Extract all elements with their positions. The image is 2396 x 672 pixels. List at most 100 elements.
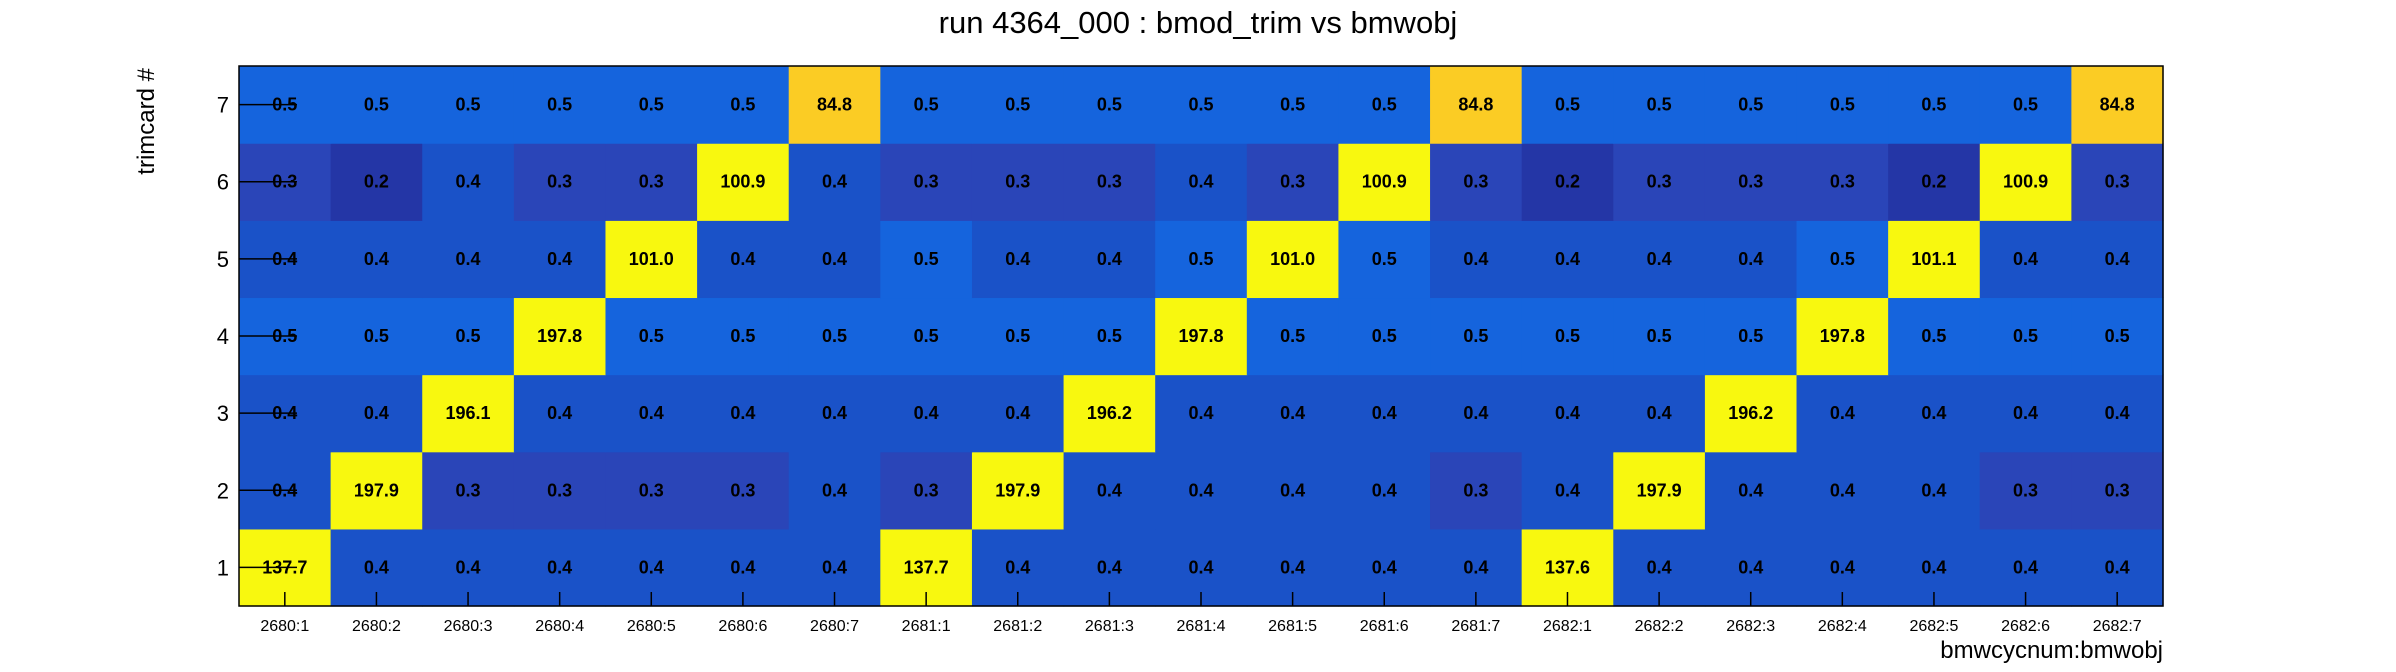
heatmap-cell: [880, 297, 973, 376]
cell-value-label: 0.5: [1097, 95, 1122, 115]
cell-value-label: 0.5: [2105, 326, 2130, 346]
heatmap-cell: [1430, 66, 1523, 144]
heatmap-cell: [1613, 143, 1706, 221]
x-tick-label: 2681:5: [1268, 618, 1317, 635]
heatmap-cell: [880, 143, 973, 221]
x-tick-label: 2682:6: [2001, 618, 2050, 635]
cell-value-label: 137.7: [904, 557, 949, 577]
cell-value-label: 0.4: [639, 403, 664, 423]
cell-value-label: 0.4: [1738, 557, 1763, 577]
heatmap-cell: [422, 451, 515, 530]
heatmap-cell: [1155, 451, 1248, 530]
y-tick-label: 7: [217, 93, 229, 118]
cell-value-label: 0.3: [639, 172, 664, 192]
heatmap-cell: [1521, 66, 1614, 144]
x-tick-label: 2681:6: [1360, 618, 1409, 635]
heatmap-cell: [1063, 66, 1156, 144]
x-tick-label: 2682:3: [1726, 618, 1775, 635]
heatmap-cell: [880, 451, 973, 530]
heatmap-cell: [1521, 374, 1614, 453]
heatmap-cell: [2071, 451, 2164, 530]
cell-value-label: 0.3: [1097, 172, 1122, 192]
cell-value-label: 0.2: [364, 172, 389, 192]
cell-value-label: 0.4: [822, 557, 847, 577]
cell-value-label: 0.4: [1280, 557, 1305, 577]
cell-value-label: 0.4: [1097, 249, 1122, 269]
heatmap-cell: [605, 220, 698, 299]
cell-value-label: 0.5: [914, 249, 939, 269]
heatmap-cell: [788, 297, 881, 376]
x-tick-label: 2680:1: [260, 618, 309, 635]
cell-value-label: 0.4: [1830, 480, 1855, 500]
x-tick-label: 2681:7: [1451, 618, 1500, 635]
cell-value-label: 0.5: [1555, 95, 1580, 115]
cell-value-label: 0.4: [2105, 403, 2130, 423]
cell-value-label: 197.8: [1178, 326, 1223, 346]
cell-value-label: 0.4: [1372, 403, 1397, 423]
cell-value-label: 0.4: [1647, 557, 1672, 577]
cell-value-label: 0.4: [1005, 403, 1030, 423]
cell-value-label: 0.5: [914, 95, 939, 115]
cell-value-label: 0.5: [1738, 95, 1763, 115]
heatmap-cell: [1155, 297, 1248, 376]
cell-value-label: 0.4: [822, 172, 847, 192]
cell-value-label: 0.5: [2013, 326, 2038, 346]
heatmap-cell: [1338, 374, 1431, 453]
cell-value-label: 0.5: [364, 326, 389, 346]
heatmap-cell: [1430, 451, 1523, 530]
cell-value-label: 0.4: [914, 403, 939, 423]
heatmap-cell: [1155, 220, 1248, 299]
cell-value-label: 0.4: [547, 557, 572, 577]
cell-value-label: 196.1: [446, 403, 491, 423]
cell-value-label: 0.4: [364, 249, 389, 269]
heatmap-cell: [1063, 451, 1156, 530]
cell-value-label: 0.5: [639, 95, 664, 115]
cell-value-label: 0.4: [364, 557, 389, 577]
cell-value-label: 137.6: [1545, 557, 1590, 577]
cell-value-label: 0.4: [1738, 480, 1763, 500]
cell-value-label: 197.9: [354, 480, 399, 500]
heatmap-cell: [1796, 451, 1889, 530]
cell-value-label: 0.4: [1188, 480, 1213, 500]
cell-value-label: 0.3: [2013, 480, 2038, 500]
heatmap-cell: [971, 220, 1065, 299]
cell-value-label: 0.5: [1280, 95, 1305, 115]
heatmap-cell: [1430, 220, 1523, 299]
cell-value-label: 0.5: [2013, 95, 2038, 115]
cell-value-label: 0.2: [1921, 172, 1946, 192]
cell-value-label: 0.4: [547, 249, 572, 269]
heatmap-cell: [1155, 66, 1248, 144]
heatmap-cell: [1796, 66, 1889, 144]
heatmap-cell: [1246, 297, 1340, 376]
y-tick-label: 1: [217, 555, 229, 580]
heatmap-cell: [605, 374, 698, 453]
cell-value-label: 100.9: [1362, 172, 1407, 192]
cell-value-label: 0.3: [914, 172, 939, 192]
cell-value-label: 0.3: [1005, 172, 1030, 192]
heatmap-cell: [1338, 220, 1431, 299]
heatmap-cell: [1979, 143, 2072, 221]
heatmap-cell: [697, 143, 790, 221]
cell-value-label: 0.5: [456, 95, 481, 115]
cell-value-label: 0.5: [1830, 95, 1855, 115]
cell-value-label: 100.9: [2003, 172, 2048, 192]
heatmap-cell: [1704, 297, 1798, 376]
cell-value-label: 197.8: [1820, 326, 1865, 346]
cell-value-label: 0.2: [1555, 172, 1580, 192]
cell-value-label: 0.4: [1372, 557, 1397, 577]
heatmap-cell: [605, 66, 698, 144]
heatmap-cell: [697, 297, 790, 376]
heatmap-cell: [1246, 374, 1340, 453]
cell-value-label: 0.5: [547, 95, 572, 115]
cell-value-label: 0.5: [1647, 95, 1672, 115]
x-tick-label: 2682:5: [1909, 618, 1958, 635]
heatmap-cell: [2071, 220, 2164, 299]
heatmap-cell: [1888, 374, 1981, 453]
heatmap-cell: [1521, 143, 1614, 221]
cell-value-label: 0.4: [1188, 403, 1213, 423]
heatmap-cell: [788, 143, 881, 221]
heatmap-cell: [1979, 220, 2072, 299]
cell-value-label: 0.4: [1005, 557, 1030, 577]
cell-value-label: 197.9: [1637, 480, 1682, 500]
